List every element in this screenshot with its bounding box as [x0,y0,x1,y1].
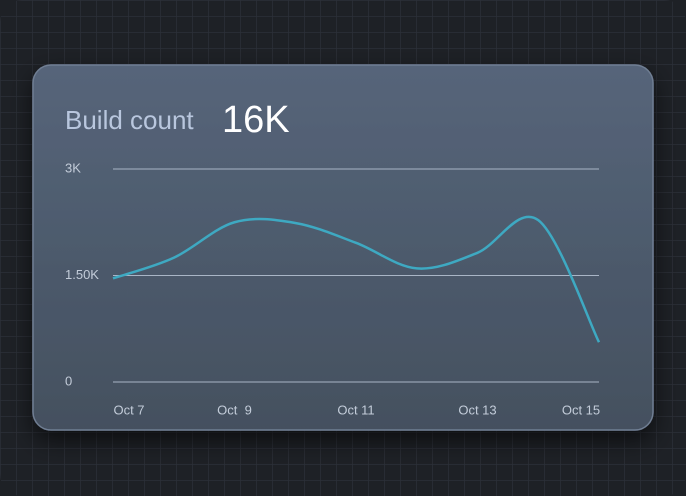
x-tick-label: Oct 13 [458,402,496,417]
data-line [112,215,601,343]
y-tick-label: 1.50K [65,267,99,282]
x-tick-label: Oct 9 [217,402,252,417]
card [32,64,654,431]
x-tick-label: Oct 15 [562,402,600,417]
y-tick-label: 3K [65,160,81,175]
y-tick-label: 0 [65,373,72,388]
card-title: Build count [65,105,194,135]
x-tick-label: Oct 11 [337,402,374,417]
x-tick-label: Oct 7 [113,402,144,417]
headline-value: 16K [222,99,290,141]
